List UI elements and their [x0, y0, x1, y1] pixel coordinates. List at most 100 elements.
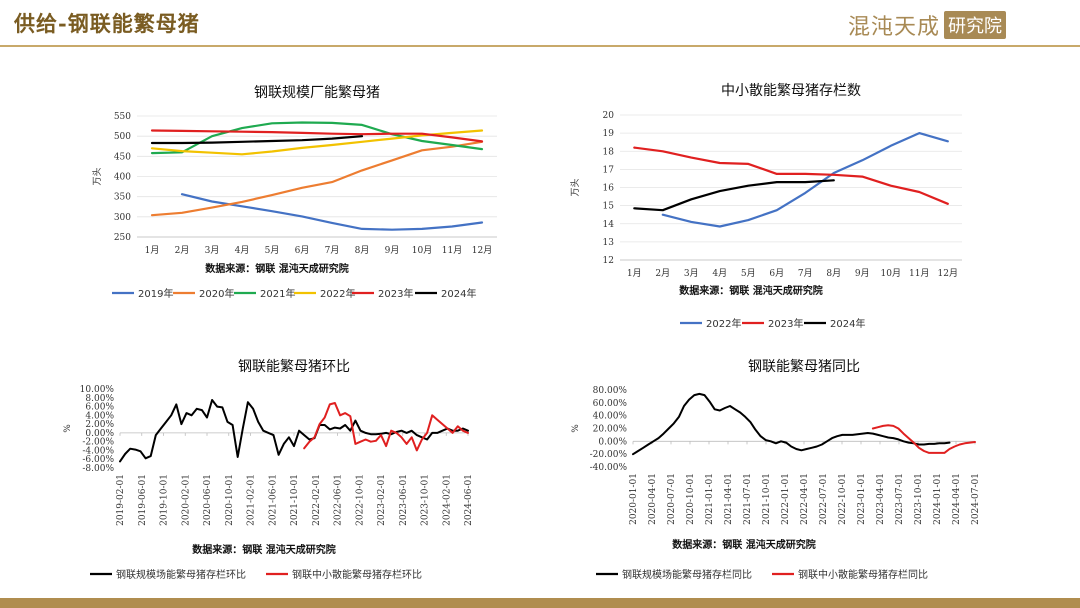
c1-y-tick-label: 550	[114, 112, 131, 122]
c3-y-tick-label: -4.00%	[82, 446, 114, 456]
c3-y-tick-label: -6.00%	[82, 455, 114, 465]
c4-y-tick-label: 40.00%	[593, 412, 628, 422]
c4-x-tick-label: 2020-10-01	[686, 473, 696, 525]
c4-y-tick-label: -20.00%	[590, 450, 628, 460]
c2-y-tick-label: 19	[603, 129, 615, 139]
c4-x-tick-label: 2022-07-01	[819, 473, 829, 525]
c4-y-tick-label: 0.00%	[598, 437, 627, 447]
c4-y-tick-label: -40.00%	[590, 463, 628, 473]
c1-source-note: 数据来源：钢联 混沌天成研究院	[205, 262, 348, 275]
c3-y-axis-label: %	[63, 424, 73, 433]
c1-x-tick-label: 7月	[325, 245, 340, 256]
logo-box-text: 研究院	[944, 11, 1007, 39]
c2-series-line-2	[633, 179, 835, 212]
c1-x-tick-label: 4月	[235, 245, 250, 256]
c2-source-note: 数据来源：钢联 混沌天成研究院	[679, 284, 822, 297]
c2-x-tick-label: 1月	[627, 268, 642, 279]
c3-legend-label: 钢联中小散能繁母猪存栏环比	[292, 568, 422, 581]
c2-y-tick-label: 13	[603, 238, 615, 248]
c1-legend-label: 2022年	[320, 287, 355, 300]
c3-y-tick-label: -2.00%	[82, 438, 114, 448]
c2-x-tick-label: 2月	[655, 268, 670, 279]
c2-y-tick-label: 18	[603, 147, 615, 157]
c4-legend-label: 钢联规模场能繁母猪存栏同比	[622, 568, 752, 581]
c1-legend-label: 2021年	[260, 287, 295, 300]
c2-x-tick-label: 8月	[826, 268, 841, 279]
c4-y-axis-label: %	[571, 424, 581, 433]
c4-x-tick-label: 2024-01-01	[933, 473, 943, 525]
c3-source-note: 数据来源：钢联 混沌天成研究院	[192, 543, 335, 556]
c3-x-tick-label: 2023-02-01	[377, 474, 387, 526]
c3-y-tick-label: 0.00%	[85, 429, 114, 439]
c1-x-tick-label: 12月	[472, 245, 492, 256]
c2-legend-label: 2023年	[768, 317, 803, 330]
c4-x-tick-label: 2024-04-01	[952, 473, 962, 525]
c2-x-tick-label: 5月	[741, 268, 756, 279]
c3-x-tick-label: 2019-06-01	[138, 474, 148, 526]
c4-y-tick-label: 20.00%	[593, 425, 628, 435]
c1-x-tick-label: 9月	[385, 245, 400, 256]
c1-series-line-0	[180, 193, 484, 231]
c3-x-tick-label: 2022-10-01	[355, 474, 365, 526]
c3-title: 钢联能繁母猪环比	[238, 359, 350, 375]
c4-y-tick-label: 80.00%	[593, 386, 628, 396]
c3-legend-label: 钢联规模场能繁母猪存栏环比	[116, 568, 246, 581]
c1-y-tick-label: 450	[114, 152, 131, 162]
c4-x-tick-label: 2020-07-01	[667, 473, 677, 525]
c2-y-tick-label: 20	[603, 111, 615, 121]
c1-series-line-1	[150, 140, 484, 217]
c1-legend-label: 2019年	[138, 287, 173, 300]
c2-x-tick-label: 6月	[769, 268, 784, 279]
c3-x-tick-label: 2020-02-01	[181, 474, 191, 526]
c4-x-tick-label: 2022-01-01	[781, 473, 791, 525]
c1-y-tick-label: 400	[114, 173, 131, 183]
c3-x-tick-label: 2024-02-01	[442, 474, 452, 526]
c2-y-tick-label: 12	[603, 256, 614, 266]
c4-series-line-1	[871, 424, 976, 454]
c3-y-tick-label: -8.00%	[82, 464, 114, 474]
c1-x-tick-label: 5月	[265, 245, 280, 256]
c3-y-tick-label: 8.00%	[85, 394, 114, 404]
c1-series-line-4	[150, 129, 484, 143]
c1-y-tick-label: 300	[114, 213, 131, 223]
c3-y-tick-label: 2.00%	[85, 420, 114, 430]
c3-y-tick-label: 6.00%	[85, 403, 114, 413]
c1-x-tick-label: 1月	[145, 245, 160, 256]
c4-x-tick-label: 2021-07-01	[743, 473, 753, 525]
c3-x-tick-label: 2021-06-01	[268, 474, 278, 526]
c4-x-tick-label: 2023-07-01	[895, 473, 905, 525]
c1-x-tick-label: 8月	[355, 245, 370, 256]
c3-x-tick-label: 2021-10-01	[290, 474, 300, 526]
c4-x-tick-label: 2022-10-01	[838, 473, 848, 525]
c4-x-tick-label: 2024-07-01	[971, 473, 981, 525]
c3-y-tick-label: 4.00%	[85, 411, 114, 421]
c2-title: 中小散能繁母猪存栏数	[721, 83, 861, 99]
c1-y-tick-label: 350	[114, 193, 131, 203]
c3-x-tick-label: 2020-06-01	[203, 474, 213, 526]
c1-legend-label: 2023年	[378, 287, 413, 300]
c2-y-axis-label: 万头	[570, 178, 581, 196]
c4-y-tick-label: 60.00%	[593, 399, 628, 409]
c3-x-tick-label: 2024-06-01	[464, 474, 474, 526]
c3-y-tick-label: 10.00%	[80, 385, 115, 395]
c1-series-line-2	[150, 121, 484, 155]
c2-y-tick-label: 17	[603, 165, 615, 175]
page-title: 供给-钢联能繁母猪	[14, 11, 200, 36]
c1-y-tick-label: 500	[114, 132, 131, 142]
c2-y-tick-label: 16	[603, 184, 615, 194]
c2-legend-label: 2022年	[706, 317, 741, 330]
c2-x-tick-label: 9月	[855, 268, 870, 279]
c3-x-tick-label: 2019-02-01	[116, 474, 126, 526]
c1-title: 钢联规模厂能繁母猪	[254, 85, 380, 101]
c2-x-tick-label: 7月	[798, 268, 813, 279]
c4-title: 钢联能繁母猪同比	[748, 359, 860, 375]
c2-y-tick-label: 14	[603, 220, 615, 230]
c2-x-tick-label: 11月	[909, 268, 929, 279]
c3-x-tick-label: 2021-02-01	[247, 474, 257, 526]
c2-legend-label: 2024年	[830, 317, 865, 330]
c1-legend-label: 2020年	[199, 287, 234, 300]
c4-x-tick-label: 2023-01-01	[857, 473, 867, 525]
c3-x-tick-label: 2022-02-01	[312, 474, 322, 526]
c4-x-tick-label: 2023-10-01	[914, 473, 924, 525]
